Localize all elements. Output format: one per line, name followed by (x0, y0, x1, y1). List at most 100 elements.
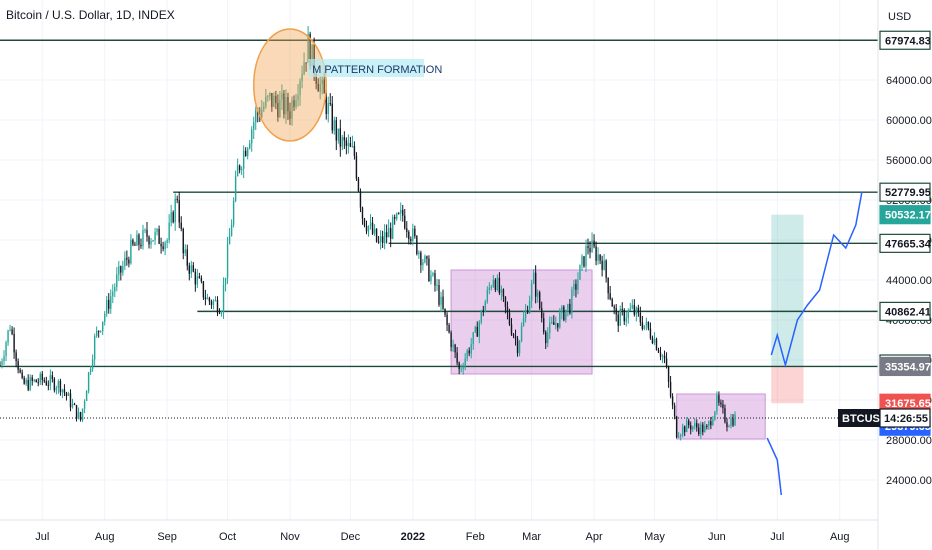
candle-body (144, 229, 146, 231)
candle-body (55, 388, 58, 391)
candle-body (702, 424, 704, 433)
grid (0, 0, 878, 520)
candle-body (667, 366, 670, 382)
candle-body (359, 191, 362, 208)
candle-body (106, 299, 108, 314)
candle-body (692, 426, 694, 430)
candle-body (621, 308, 623, 310)
long-position-tool[interactable] (771, 214, 804, 404)
m-pattern-ellipse[interactable] (252, 28, 327, 142)
candle-body (325, 93, 327, 115)
time-axis[interactable]: Jul Aug Sep Oct Nov Dec 2022 Feb Mar Apr May Jun Jul… (0, 519, 878, 543)
time-tick-label: 2022 (401, 531, 425, 543)
candle-body (69, 393, 72, 408)
candle-body (595, 246, 597, 261)
candle-body (33, 379, 35, 381)
candle-body (154, 231, 156, 241)
candle-body (716, 395, 718, 412)
candle-body (188, 265, 190, 274)
candle-body (238, 165, 241, 171)
candle-body (730, 418, 732, 427)
candle-body (683, 426, 686, 433)
candle-body (114, 287, 116, 292)
candle-body (152, 240, 154, 242)
candle-body (172, 212, 174, 223)
candle-body (710, 421, 712, 426)
candle-body (150, 241, 152, 245)
price-badge-label: 47665.34 (885, 238, 932, 250)
price-badge-bg (879, 301, 931, 321)
candle-body (605, 260, 607, 278)
candle-body (79, 412, 82, 421)
candle-body (522, 318, 525, 327)
candle-body (331, 103, 333, 131)
candle-body (685, 420, 688, 433)
candle-body (59, 380, 62, 393)
candle-body (31, 377, 33, 381)
annotations: M PATTERN FORMATION (308, 59, 442, 77)
price-axis[interactable]: 24000.0028000.0032000.0036000.0040000.00… (838, 0, 932, 550)
candle-body (61, 389, 64, 393)
candle-body (444, 308, 446, 315)
candle-body (323, 79, 325, 94)
candle-body (269, 92, 271, 96)
candle-body (210, 301, 213, 305)
candle-body (420, 252, 422, 266)
horizontal-levels[interactable] (0, 39, 878, 419)
candle-body (351, 145, 354, 147)
candle-body (424, 256, 426, 263)
candle-body (140, 244, 142, 247)
candle-body (138, 234, 140, 245)
candle-body (619, 308, 621, 326)
candle-body (277, 103, 279, 118)
candle-body (9, 329, 11, 331)
candle-body (484, 301, 487, 313)
candle-body (690, 425, 692, 430)
symbol-badge-bg (838, 409, 880, 427)
price-tick-label: 24000.00 (886, 475, 932, 487)
candle-body (327, 103, 329, 115)
time-tick-label: Sep (157, 531, 177, 543)
candle-body (657, 349, 660, 353)
candle-body (700, 424, 702, 435)
candle-body (607, 277, 609, 294)
candle-body (387, 228, 390, 238)
candle-body (186, 249, 188, 266)
candle-body (635, 307, 638, 315)
candle-body (112, 291, 114, 297)
candle-body (49, 375, 52, 386)
candle-body (514, 335, 517, 339)
candle-body (557, 323, 559, 328)
candle-body (530, 283, 533, 301)
candle-body (623, 309, 625, 322)
m-pattern-label: M PATTERN FORMATION (312, 64, 442, 76)
candle-body (224, 277, 227, 285)
price-badge-label: 52779.95 (885, 187, 931, 199)
projection-paths[interactable] (766, 191, 863, 496)
candle-body (81, 408, 84, 421)
candle-body (319, 84, 321, 92)
candle-body (633, 305, 636, 315)
candle-body (647, 321, 650, 329)
candle-body (498, 277, 501, 293)
candle-body (643, 325, 646, 329)
candle-body (128, 259, 130, 264)
candle-body (591, 240, 593, 253)
candle-body (212, 300, 215, 305)
candle-body (728, 426, 730, 428)
candle-body (353, 145, 356, 156)
candle-body (587, 246, 589, 249)
candle-body (398, 213, 400, 215)
candle-body (29, 377, 31, 390)
bullish-projection (770, 191, 863, 368)
candle-body (285, 97, 287, 115)
candle-body (708, 421, 710, 427)
candle-body (377, 241, 380, 243)
candle-body (396, 213, 398, 219)
candle-body (347, 143, 350, 146)
candle-body (488, 287, 491, 291)
candle-body (625, 317, 627, 322)
candle-body (613, 306, 615, 309)
candle-body (307, 34, 309, 63)
